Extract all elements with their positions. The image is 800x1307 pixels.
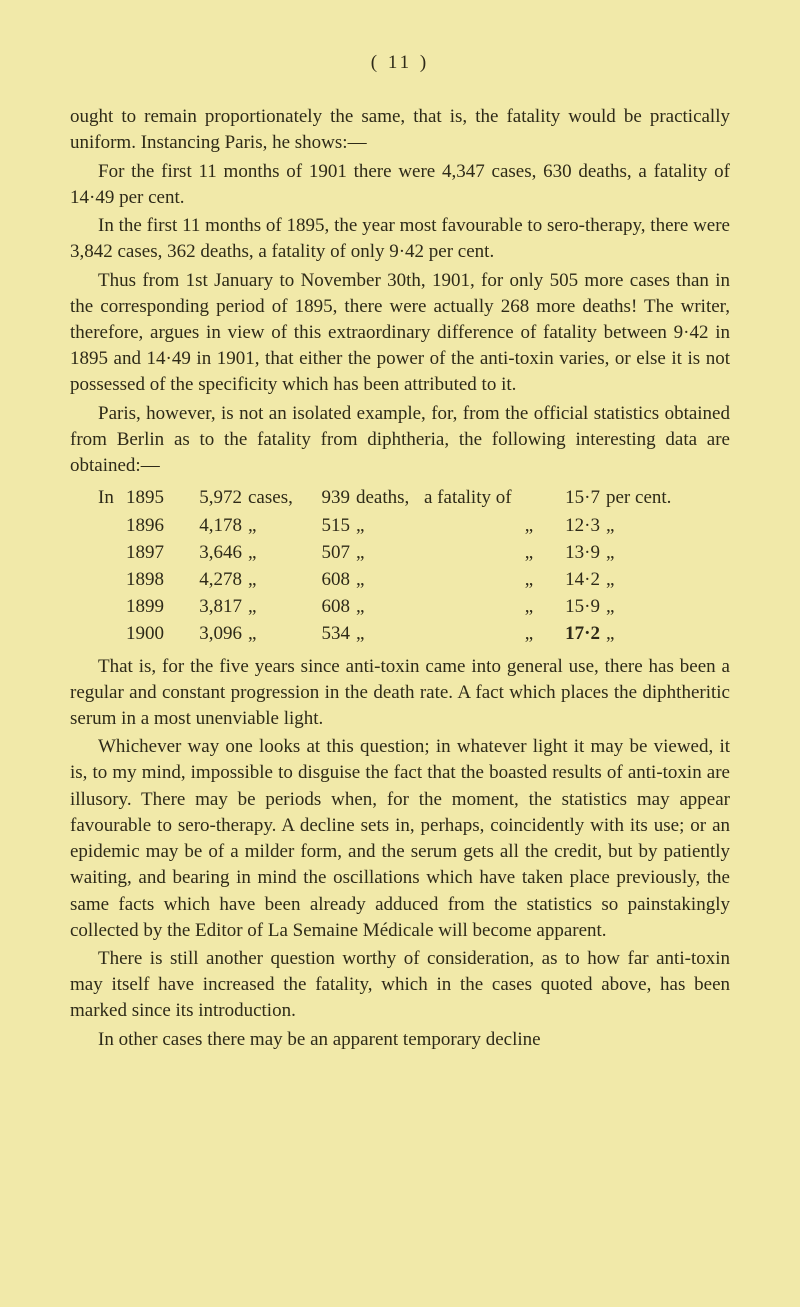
table-row: 1897 3,646 „ 507 „ „ 13·9 „ (98, 540, 730, 566)
cell-w3: a fatality of (424, 485, 514, 511)
page-number-header: ( 11 ) (70, 50, 730, 76)
cell-pct: 12·3 (544, 513, 606, 539)
cell-tail: „ (606, 567, 686, 593)
cell-year: 1899 (126, 594, 182, 620)
cell-w4: „ (514, 621, 544, 647)
cell-w2: deaths, (356, 485, 424, 511)
table-row: 1898 4,278 „ 608 „ „ 14·2 „ (98, 567, 730, 593)
cell-pct: 15·7 (544, 485, 606, 511)
cell-year: 1895 (126, 485, 182, 511)
cell-pre: In (98, 485, 126, 511)
cell-w2: „ (356, 594, 424, 620)
cell-w1: „ (248, 513, 304, 539)
cell-w2: „ (356, 621, 424, 647)
table-row: 1900 3,096 „ 534 „ „ 17·2 „ (98, 621, 730, 647)
cell-pct: 15·9 (544, 594, 606, 620)
cell-deaths: 608 (304, 594, 356, 620)
paragraph-7: Whichever way one looks at this question… (70, 734, 730, 944)
cell-deaths: 515 (304, 513, 356, 539)
paragraph-9: In other cases there may be an apparent … (70, 1027, 730, 1053)
paragraph-5: Paris, however, is not an isolated examp… (70, 401, 730, 480)
cell-pct: 17·2 (544, 621, 606, 647)
cell-cases: 4,178 (182, 513, 248, 539)
cell-deaths: 939 (304, 485, 356, 511)
cell-cases: 3,817 (182, 594, 248, 620)
cell-pct: 14·2 (544, 567, 606, 593)
cell-pct: 13·9 (544, 540, 606, 566)
cell-tail: „ (606, 540, 686, 566)
cell-w1: „ (248, 621, 304, 647)
cell-w1: „ (248, 594, 304, 620)
cell-w1: „ (248, 540, 304, 566)
cell-cases: 3,646 (182, 540, 248, 566)
cell-tail: „ (606, 513, 686, 539)
fatality-table: In 1895 5,972 cases, 939 deaths, a fatal… (98, 485, 730, 647)
cell-tail: „ (606, 621, 686, 647)
cell-w1: cases, (248, 485, 304, 511)
cell-deaths: 534 (304, 621, 356, 647)
table-row: 1899 3,817 „ 608 „ „ 15·9 „ (98, 594, 730, 620)
cell-w1: „ (248, 567, 304, 593)
cell-year: 1897 (126, 540, 182, 566)
cell-cases: 3,096 (182, 621, 248, 647)
cell-cases: 4,278 (182, 567, 248, 593)
cell-cases: 5,972 (182, 485, 248, 511)
cell-w4: „ (514, 540, 544, 566)
cell-year: 1900 (126, 621, 182, 647)
cell-w2: „ (356, 567, 424, 593)
cell-tail: „ (606, 594, 686, 620)
paragraph-6: That is, for the five years since anti-t… (70, 654, 730, 733)
cell-tail: per cent. (606, 485, 686, 511)
cell-deaths: 608 (304, 567, 356, 593)
cell-year: 1898 (126, 567, 182, 593)
paragraph-4: Thus from 1st January to November 30th, … (70, 268, 730, 399)
cell-w2: „ (356, 513, 424, 539)
paragraph-8: There is still another question worthy o… (70, 946, 730, 1025)
cell-w4: „ (514, 513, 544, 539)
paragraph-3: In the first 11 months of 1895, the year… (70, 213, 730, 265)
paragraph-1: ought to remain proportionately the same… (70, 104, 730, 156)
table-row: 1896 4,178 „ 515 „ „ 12·3 „ (98, 513, 730, 539)
cell-year: 1896 (126, 513, 182, 539)
cell-deaths: 507 (304, 540, 356, 566)
cell-w4: „ (514, 567, 544, 593)
cell-w2: „ (356, 540, 424, 566)
table-row: In 1895 5,972 cases, 939 deaths, a fatal… (98, 485, 730, 511)
cell-w4: „ (514, 594, 544, 620)
paragraph-2: For the first 11 months of 1901 there we… (70, 159, 730, 211)
